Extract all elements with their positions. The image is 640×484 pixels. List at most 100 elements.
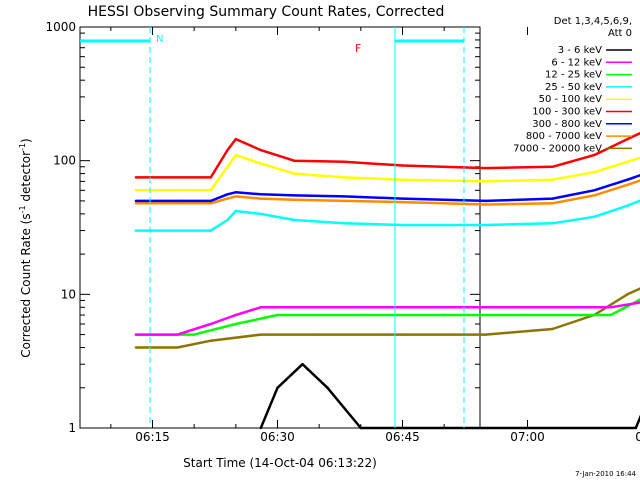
data-point [318, 306, 321, 309]
data-point [484, 166, 487, 170]
data-point [551, 222, 554, 225]
data-point [234, 153, 237, 157]
x-tick-label: 07:00 [510, 430, 545, 444]
data-point [484, 203, 487, 206]
data-point [593, 171, 596, 174]
y-axis-label: Corrected Count Rate (s-1 detector-1) [18, 138, 33, 357]
data-point [134, 199, 137, 203]
data-point [343, 160, 346, 163]
data-point [176, 189, 179, 192]
y-tick-label: 100 [53, 154, 76, 168]
series-line [135, 199, 640, 232]
data-point [293, 159, 296, 162]
data-point [609, 306, 612, 309]
data-point [526, 313, 529, 317]
data-point [626, 293, 629, 296]
legend-entry: 7000 - 20000 keV [513, 143, 602, 154]
night-label: N [156, 34, 163, 45]
data-point [443, 313, 446, 317]
data-point [484, 306, 487, 309]
legend-entry: 12 - 25 keV [545, 70, 602, 81]
data-point [293, 172, 296, 175]
legend-entry: 50 - 100 keV [539, 94, 603, 105]
data-point [209, 199, 212, 203]
data-point [226, 148, 229, 152]
data-point [176, 199, 179, 203]
data-point [626, 178, 629, 181]
data-point [259, 333, 262, 336]
data-point [318, 333, 321, 336]
data-point [593, 153, 596, 157]
data-point [226, 165, 229, 168]
data-point [634, 426, 637, 430]
data-point [176, 229, 179, 232]
data-point [259, 306, 262, 309]
legend-entry: 800 - 7000 keV [526, 131, 602, 142]
data-point [359, 313, 362, 317]
data-point [134, 202, 137, 205]
x-tick-label: 06:30 [260, 430, 295, 444]
series-line [135, 301, 640, 336]
data-point [551, 165, 554, 168]
legend-entry: 25 - 50 keV [545, 82, 602, 93]
x-tick-label: 06:45 [385, 430, 420, 444]
data-point [209, 229, 212, 232]
data-point [593, 194, 596, 197]
data-point [401, 164, 404, 167]
data-point [226, 193, 229, 196]
legend-header: Att 0 [608, 28, 632, 39]
data-point [134, 176, 137, 179]
data-point [293, 198, 296, 201]
series-line [259, 362, 640, 430]
x-axis-label: Start Time (14-Oct-04 06:13:22) [183, 456, 377, 470]
data-point [276, 386, 279, 389]
data-point [209, 339, 212, 342]
data-point [176, 202, 179, 205]
data-point [626, 160, 629, 163]
data-point [626, 183, 629, 186]
data-point [293, 194, 296, 197]
x-tick-label: 06:15 [135, 430, 170, 444]
legend-header: Det 1,3,4,5,6,9, [554, 16, 632, 27]
data-point [134, 346, 137, 349]
data-point [401, 223, 404, 227]
plot-area [79, 26, 481, 429]
legend-entry: 300 - 800 keV [532, 119, 602, 130]
data-point [209, 322, 212, 326]
data-point [401, 306, 404, 309]
data-point [343, 176, 346, 179]
data-point [401, 200, 404, 204]
data-point [551, 178, 554, 181]
data-point [626, 137, 629, 141]
data-point [259, 197, 262, 200]
data-point [209, 189, 212, 192]
data-point [276, 313, 279, 317]
legend-entry: 6 - 12 keV [551, 57, 602, 68]
y-tick-label: 1000 [45, 20, 76, 34]
footer-date: 7-Jan-2010 16:44 [575, 470, 636, 478]
data-point [234, 209, 237, 213]
x-tick-label: 07:15 [635, 430, 640, 444]
data-point [259, 162, 262, 165]
series-line [135, 174, 640, 203]
data-point [343, 222, 346, 225]
data-point [226, 197, 229, 200]
data-point [343, 199, 346, 203]
data-point [176, 333, 179, 336]
data-point [234, 313, 237, 317]
data-point [551, 197, 554, 200]
data-point [326, 386, 329, 389]
data-point [209, 202, 212, 205]
data-point [134, 229, 137, 232]
chart-title: HESSI Observing Summary Count Rates, Cor… [88, 4, 445, 20]
data-point [568, 306, 571, 309]
data-point [401, 197, 404, 200]
legend-entry: 3 - 6 keV [558, 45, 602, 56]
data-point [343, 195, 346, 198]
data-point [226, 218, 229, 222]
data-point [234, 191, 237, 194]
y-tick-label: 1 [68, 421, 76, 435]
data-point [234, 137, 237, 141]
data-point [293, 218, 296, 222]
